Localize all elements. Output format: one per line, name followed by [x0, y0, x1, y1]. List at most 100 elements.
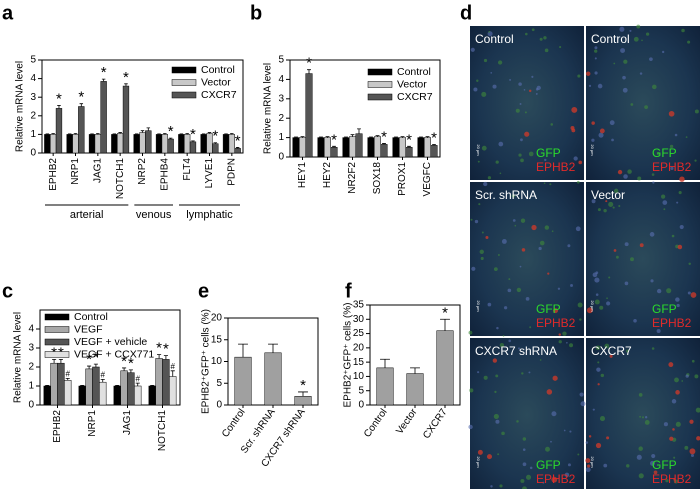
x-tick-label: EPHB2 [52, 410, 63, 443]
significance-mark: # [101, 370, 106, 379]
vessel-speck [679, 176, 685, 182]
cell-speck [497, 60, 503, 65]
cell-speck [579, 392, 584, 397]
micrograph [586, 338, 700, 489]
cell-speck [519, 265, 522, 268]
bar [155, 134, 163, 154]
significance-mark: * [123, 69, 129, 86]
x-tick-label: LYVE1 [204, 158, 215, 189]
cell-speck [620, 346, 623, 349]
cell-speck [497, 453, 500, 456]
error-bar [79, 103, 84, 107]
cell-speck [694, 159, 697, 162]
cell-speck [651, 347, 655, 350]
bar [50, 134, 57, 154]
cell-speck [508, 339, 511, 343]
cell-speck [611, 138, 614, 142]
scale-label: 20 μm [590, 300, 595, 312]
cell-speck [627, 169, 632, 174]
cell-speck [543, 182, 546, 185]
legend-label: Control [74, 311, 108, 323]
cell-speck [663, 208, 666, 211]
micrograph [470, 338, 584, 489]
error-bar [230, 133, 234, 135]
cell-speck [544, 225, 550, 230]
cell-speck [497, 254, 500, 256]
error-bar [51, 133, 55, 135]
x-tick-label: Vector [394, 406, 420, 436]
vessel-speck [639, 243, 644, 248]
error-bar [440, 318, 450, 331]
y-tick-label: 25 [353, 328, 365, 339]
legend-swatch [367, 68, 393, 76]
bar [55, 108, 63, 154]
error-bar [67, 133, 72, 135]
cell-speck [639, 72, 643, 75]
cell-speck [468, 424, 473, 430]
cell-speck [591, 138, 595, 142]
error-bar [201, 133, 206, 135]
cell-speck [536, 85, 541, 91]
cell-speck [520, 138, 523, 142]
significance-mark: * [381, 128, 387, 145]
vessel-speck [696, 436, 700, 441]
cell-speck [550, 123, 554, 126]
bar [424, 137, 431, 158]
panel-label: f [345, 280, 352, 302]
y-tick-label: 5 [216, 378, 222, 389]
x-tick-label: JAG1 [92, 158, 103, 183]
vessel-speck [653, 470, 658, 475]
legend-swatch [44, 313, 70, 321]
channel-label: EPHB2 [652, 316, 692, 330]
cell-speck [597, 361, 600, 364]
cell-speck [656, 288, 662, 294]
cell-speck [493, 413, 499, 420]
cell-speck [522, 486, 527, 489]
cell-speck [473, 87, 478, 92]
cell-speck [594, 57, 597, 60]
bar [78, 106, 85, 154]
legend-label: Vector [201, 76, 231, 88]
cell-speck [487, 176, 492, 180]
x-tick-label: NRP2 [137, 158, 148, 185]
bar [430, 145, 438, 158]
y-tick-label: 5 [358, 385, 364, 396]
cell-speck [483, 58, 488, 63]
cell-speck [550, 440, 552, 443]
cell-speck [487, 302, 492, 307]
bar [44, 134, 51, 154]
vessel-speck [521, 248, 526, 252]
y-axis-label: EPHB2⁺GFP⁺ cells (%) [343, 302, 354, 407]
significance-mark: * [93, 349, 99, 366]
vessel-speck [689, 419, 694, 424]
y-tick-label: 2 [278, 113, 284, 124]
scale-label: 20 μm [476, 456, 481, 468]
cell-speck [481, 91, 487, 97]
cell-speck [490, 71, 493, 74]
y-tick-label: 1 [28, 381, 34, 392]
cell-speck [638, 393, 643, 397]
bar [72, 134, 79, 154]
y-tick-label: 4 [30, 73, 36, 84]
vessel-speck [524, 131, 530, 137]
cell-speck [596, 367, 601, 372]
cell-speck [471, 266, 476, 271]
bar [162, 359, 170, 406]
y-tick-label: 2 [30, 110, 36, 121]
vessel-speck [669, 436, 674, 441]
channel-label: EPHB2 [536, 316, 576, 330]
panel-label: b [250, 2, 262, 24]
cell-speck [633, 36, 639, 42]
cell-speck [544, 48, 549, 53]
cell-speck [502, 334, 505, 337]
cell-speck [570, 284, 573, 287]
bar [94, 134, 101, 154]
legend-label: VEGF + vehicle [74, 336, 147, 348]
cell-speck [679, 224, 684, 230]
cell-speck [577, 302, 583, 308]
tile-title: CXCR7 [591, 344, 632, 358]
scale-label: 20 μm [476, 300, 481, 312]
y-tick-label: 1 [30, 129, 36, 140]
cell-speck [557, 287, 561, 290]
significance-mark: * [86, 351, 92, 368]
